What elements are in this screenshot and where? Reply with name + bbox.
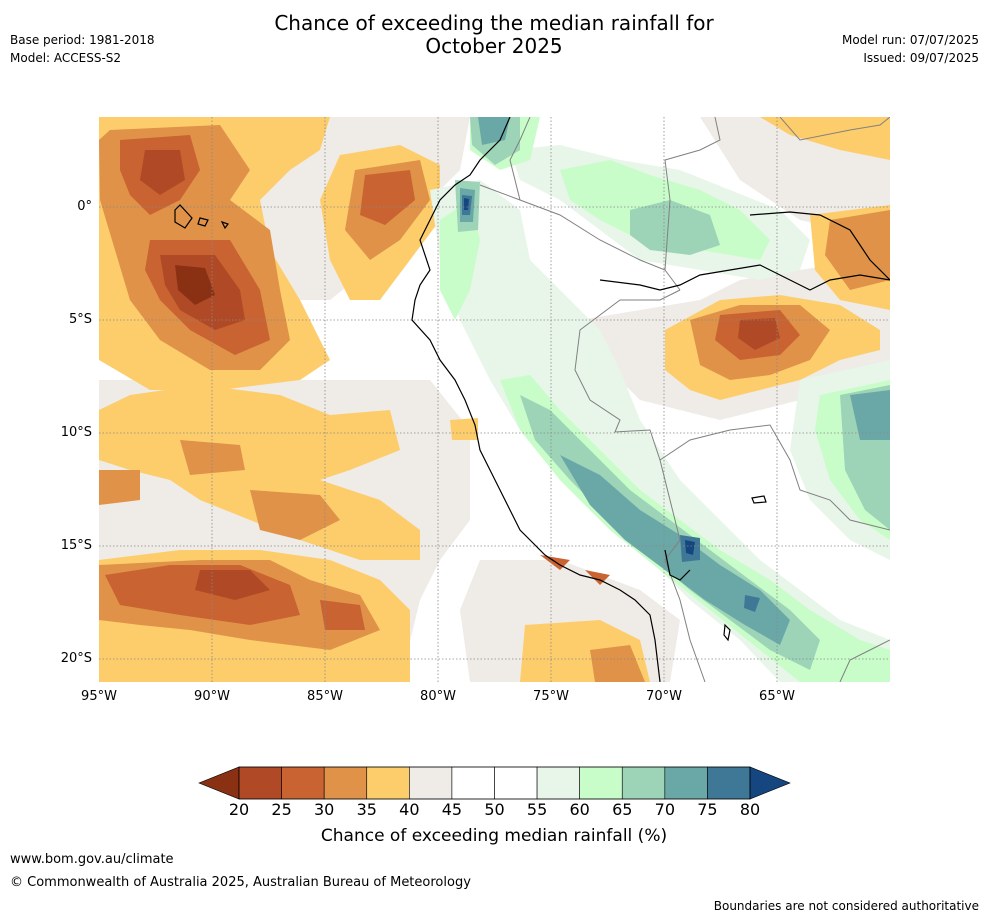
colorbar-cell (409, 766, 453, 800)
lat-label-10s: 10°S (60, 425, 92, 440)
graticule (99, 117, 890, 682)
colorbar-tick-label: 50 (484, 800, 505, 819)
colorbar-tick-label: 65 (612, 800, 633, 819)
model-name: Model: ACCESS-S2 (10, 51, 122, 65)
copyright-text: © Commonwealth of Australia 2025, Austra… (10, 875, 471, 890)
colorbar-tick-label: 20 (228, 800, 250, 819)
lon-label-90w: 90°W (194, 689, 230, 704)
colorbar-tick-label: 25 (271, 800, 292, 819)
colorbar-tick-label: 35 (356, 800, 377, 819)
colorbar-cell (579, 766, 623, 800)
colorbar-tick-label: 55 (526, 800, 548, 819)
colorbar-tick-label: 60 (569, 800, 590, 819)
lon-label-95w: 95°W (81, 689, 117, 704)
title-line-1: Chance of exceeding the median rainfall … (274, 11, 714, 35)
colorbar-cell (238, 766, 282, 800)
meta-right: Model run: 07/07/2025 Issued: 09/07/2025 (842, 31, 979, 67)
colorbar-tick-label: 80 (739, 800, 761, 819)
colorbar-tick-label: 75 (697, 800, 718, 819)
lat-label-5s: 5°S (68, 312, 92, 327)
coastline (174, 117, 890, 682)
disclaimer-text: Boundaries are not considered authoritat… (713, 899, 979, 913)
colorbar (198, 766, 791, 800)
lon-label-75w: 75°W (533, 689, 569, 704)
lon-label-80w: 80°W (420, 689, 456, 704)
lat-label-15s: 15°S (60, 538, 92, 553)
base-period: Base period: 1981-2018 (10, 33, 155, 47)
colorbar-tick-label: 30 (313, 800, 335, 819)
model-run: Model run: 07/07/2025 (841, 33, 979, 47)
colorbar-cell (664, 766, 708, 800)
rainfall-map (99, 117, 890, 682)
issued-date: Issued: 09/07/2025 (863, 51, 979, 65)
band-below-20 (175, 265, 215, 305)
colorbar-cell (323, 766, 368, 800)
colorbar-tick-label: 40 (399, 800, 420, 819)
meta-left: Base period: 1981-2018 Model: ACCESS-S2 (10, 31, 155, 67)
colorbar-cell (366, 766, 410, 800)
lat-label-0: 0° (77, 199, 92, 214)
colorbar-tick-label: 45 (441, 800, 463, 819)
colorbar-label: Chance of exceeding median rainfall (%) (320, 826, 668, 846)
band-70-75 (460, 117, 890, 645)
colorbar-tick-label: 70 (654, 800, 675, 819)
lon-label-70w: 70°W (646, 689, 682, 704)
colorbar-cell (536, 766, 580, 800)
colorbar-cell (494, 766, 538, 800)
lon-label-65w: 65°W (759, 689, 795, 704)
lon-label-85w: 85°W (307, 689, 343, 704)
map-title: Chance of exceeding the median rainfall … (0, 12, 988, 58)
colorbar-cell (621, 766, 666, 800)
colorbar-low-arrow (198, 766, 240, 800)
colorbar-cell (707, 766, 751, 800)
colorbar-high-arrow (749, 766, 791, 800)
website-link[interactable]: www.bom.gov.au/climate (10, 852, 174, 867)
colorbar-cell (281, 766, 325, 800)
lat-label-20s: 20°S (60, 651, 92, 666)
title-line-2: October 2025 (425, 34, 563, 58)
country-borders (479, 117, 890, 682)
colorbar-cell (451, 766, 495, 800)
